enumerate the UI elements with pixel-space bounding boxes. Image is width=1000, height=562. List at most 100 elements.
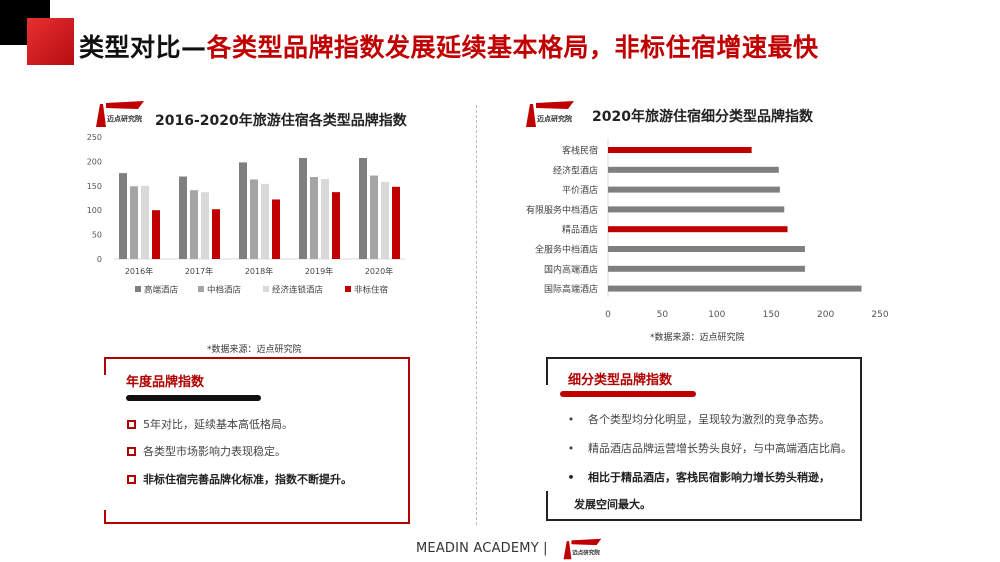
y-tick-label: 200 [87, 157, 102, 166]
bar [190, 190, 198, 259]
bullet-icon: • [567, 470, 575, 484]
footer-logo: 迈点研究院 [563, 538, 602, 560]
bullet-icon: • [567, 441, 575, 455]
decor-red-square [27, 18, 74, 65]
bar [261, 183, 269, 259]
box-heading: 细分类型品牌指数 [568, 373, 673, 388]
svg-text:迈点研究院: 迈点研究院 [572, 549, 600, 557]
legend-label: 经济连锁酒店 [272, 285, 324, 296]
right-data-source: *数据来源：迈点研究院 [650, 333, 745, 343]
y-tick-label: 全服务中档酒店 [535, 244, 598, 256]
list-item: • 相比于精品酒店，客栈民宿影响力增长势头稍逊， [566, 469, 830, 485]
bar [212, 209, 220, 259]
svg-text:迈点研究院: 迈点研究院 [107, 114, 142, 123]
y-tick-label: 150 [87, 182, 102, 191]
x-tick-label: 50 [657, 310, 669, 320]
x-tick-label: 150 [763, 310, 780, 320]
bar [141, 185, 149, 259]
y-tick-label: 平价酒店 [562, 184, 598, 196]
right-chart-title: 2020年旅游住宿细分类型品牌指数 [592, 109, 813, 125]
item-text: 各类型市场影响力表现稳定。 [143, 445, 286, 458]
bar [272, 199, 280, 259]
left-bar-chart: 0 50 100 150 200 250 2016年 2017年 2018年 2019年 2020年… [87, 133, 405, 296]
slide-title: 类型对比—各类型品牌指数发展延续基本格局，非标住宿增速最快 [79, 28, 819, 64]
legend-swatch [263, 286, 269, 292]
bar [608, 206, 785, 213]
x-tick-label: 250 [871, 310, 888, 320]
bar [608, 246, 805, 252]
y-tick-label: 客栈民宿 [562, 145, 598, 157]
bar [130, 186, 138, 259]
x-tick-label: 2018年 [245, 266, 273, 276]
item-text: 各个类型均分化明显，呈现较为激烈的竞争态势。 [588, 413, 830, 426]
x-tick-label: 100 [708, 310, 725, 320]
list-item: • 各个类型均分化明显，呈现较为激烈的竞争态势。 [566, 411, 830, 427]
legend-swatch [345, 286, 351, 292]
bar [310, 177, 318, 259]
list-item: • 精品酒店品牌运营增长势头良好，与中高端酒店比肩。 [566, 440, 852, 456]
x-tick-label: 2017年 [185, 266, 213, 276]
bar [608, 265, 805, 272]
item-text: 精品酒店品牌运营增长势头良好，与中高端酒店比肩。 [588, 442, 852, 455]
bar [332, 192, 340, 259]
square-bullet-icon [127, 446, 136, 456]
bar [321, 178, 329, 259]
y-tick-label: 100 [87, 206, 102, 215]
square-bullet-icon [127, 474, 136, 484]
legend-swatch [135, 286, 141, 292]
title-prefix: 类型对比— [79, 33, 207, 62]
heading-underline [560, 391, 696, 397]
meadin-logo: 迈点研究院 [526, 101, 574, 127]
y-tick-label: 50 [92, 231, 102, 240]
left-data-source: *数据来源：迈点研究院 [207, 345, 302, 355]
bar [119, 173, 127, 259]
y-tick-label: 有限服务中档酒店 [526, 204, 598, 216]
legend-label: 非标住宿 [354, 285, 388, 296]
bar [608, 186, 780, 193]
x-tick-label: 200 [817, 310, 834, 320]
legend-swatch [198, 286, 204, 292]
bullet-icon: • [567, 412, 575, 426]
annual-index-box: 年度品牌指数 5年对比，延续基本高低格局。 各类型市场影响力表现稳定。 非标住宿… [104, 357, 410, 524]
bar [201, 192, 209, 259]
x-tick-label: 2020年 [365, 266, 393, 276]
bar [608, 285, 862, 292]
x-tick-label: 0 [605, 310, 611, 320]
list-item-continued: 发展空间最大。 [574, 498, 651, 511]
legend-label: 高端酒店 [144, 285, 179, 296]
x-tick-label: 2019年 [305, 266, 333, 276]
bar [608, 166, 779, 173]
bar [239, 162, 247, 259]
list-item: 各类型市场影响力表现稳定。 [127, 443, 286, 459]
item-text: 相比于精品酒店，客栈民宿影响力增长势头稍逊， [588, 471, 830, 484]
bar [179, 176, 187, 259]
footer-brand: MEADIN ACADEMY | [416, 541, 548, 556]
bar [608, 226, 788, 233]
list-item: 5年对比，延续基本高低格局。 [127, 416, 293, 432]
bar [370, 175, 378, 259]
legend-label: 中档酒店 [207, 285, 242, 296]
heading-underline [126, 395, 261, 401]
svg-text:迈点研究院: 迈点研究院 [537, 114, 572, 123]
meadin-logo: 迈点研究院 [96, 101, 144, 127]
bar [299, 157, 307, 259]
y-tick-label: 0 [97, 255, 102, 264]
y-tick-label: 国内高端酒店 [544, 263, 598, 275]
footer-text: MEADIN ACADEMY | [416, 541, 548, 556]
y-tick-label: 250 [87, 133, 102, 142]
segment-index-box: 细分类型品牌指数 • 各个类型均分化明显，呈现较为激烈的竞争态势。 • 精品酒店品牌… [546, 357, 862, 521]
right-bar-chart: 客栈民宿经济型酒店平价酒店有限服务中档酒店精品酒店全服务中档酒店国内高端酒店国际… [526, 140, 889, 320]
bar [152, 210, 160, 259]
title-highlight: 各类型品牌指数发展延续基本格局，非标住宿增速最快 [206, 33, 819, 62]
x-tick-label: 2016年 [125, 266, 153, 276]
box-heading: 年度品牌指数 [126, 375, 205, 390]
item-text: 5年对比，延续基本高低格局。 [143, 418, 293, 431]
bar [250, 179, 258, 259]
y-tick-label: 精品酒店 [562, 224, 598, 236]
square-bullet-icon [127, 419, 136, 429]
bar [381, 181, 389, 259]
list-item: 非标住宿完善品牌化标准，指数不断提升。 [127, 471, 352, 487]
divider [476, 105, 477, 525]
left-chart-title: 2016-2020年旅游住宿各类型品牌指数 [155, 113, 407, 129]
item-text: 非标住宿完善品牌化标准，指数不断提升。 [143, 473, 352, 486]
